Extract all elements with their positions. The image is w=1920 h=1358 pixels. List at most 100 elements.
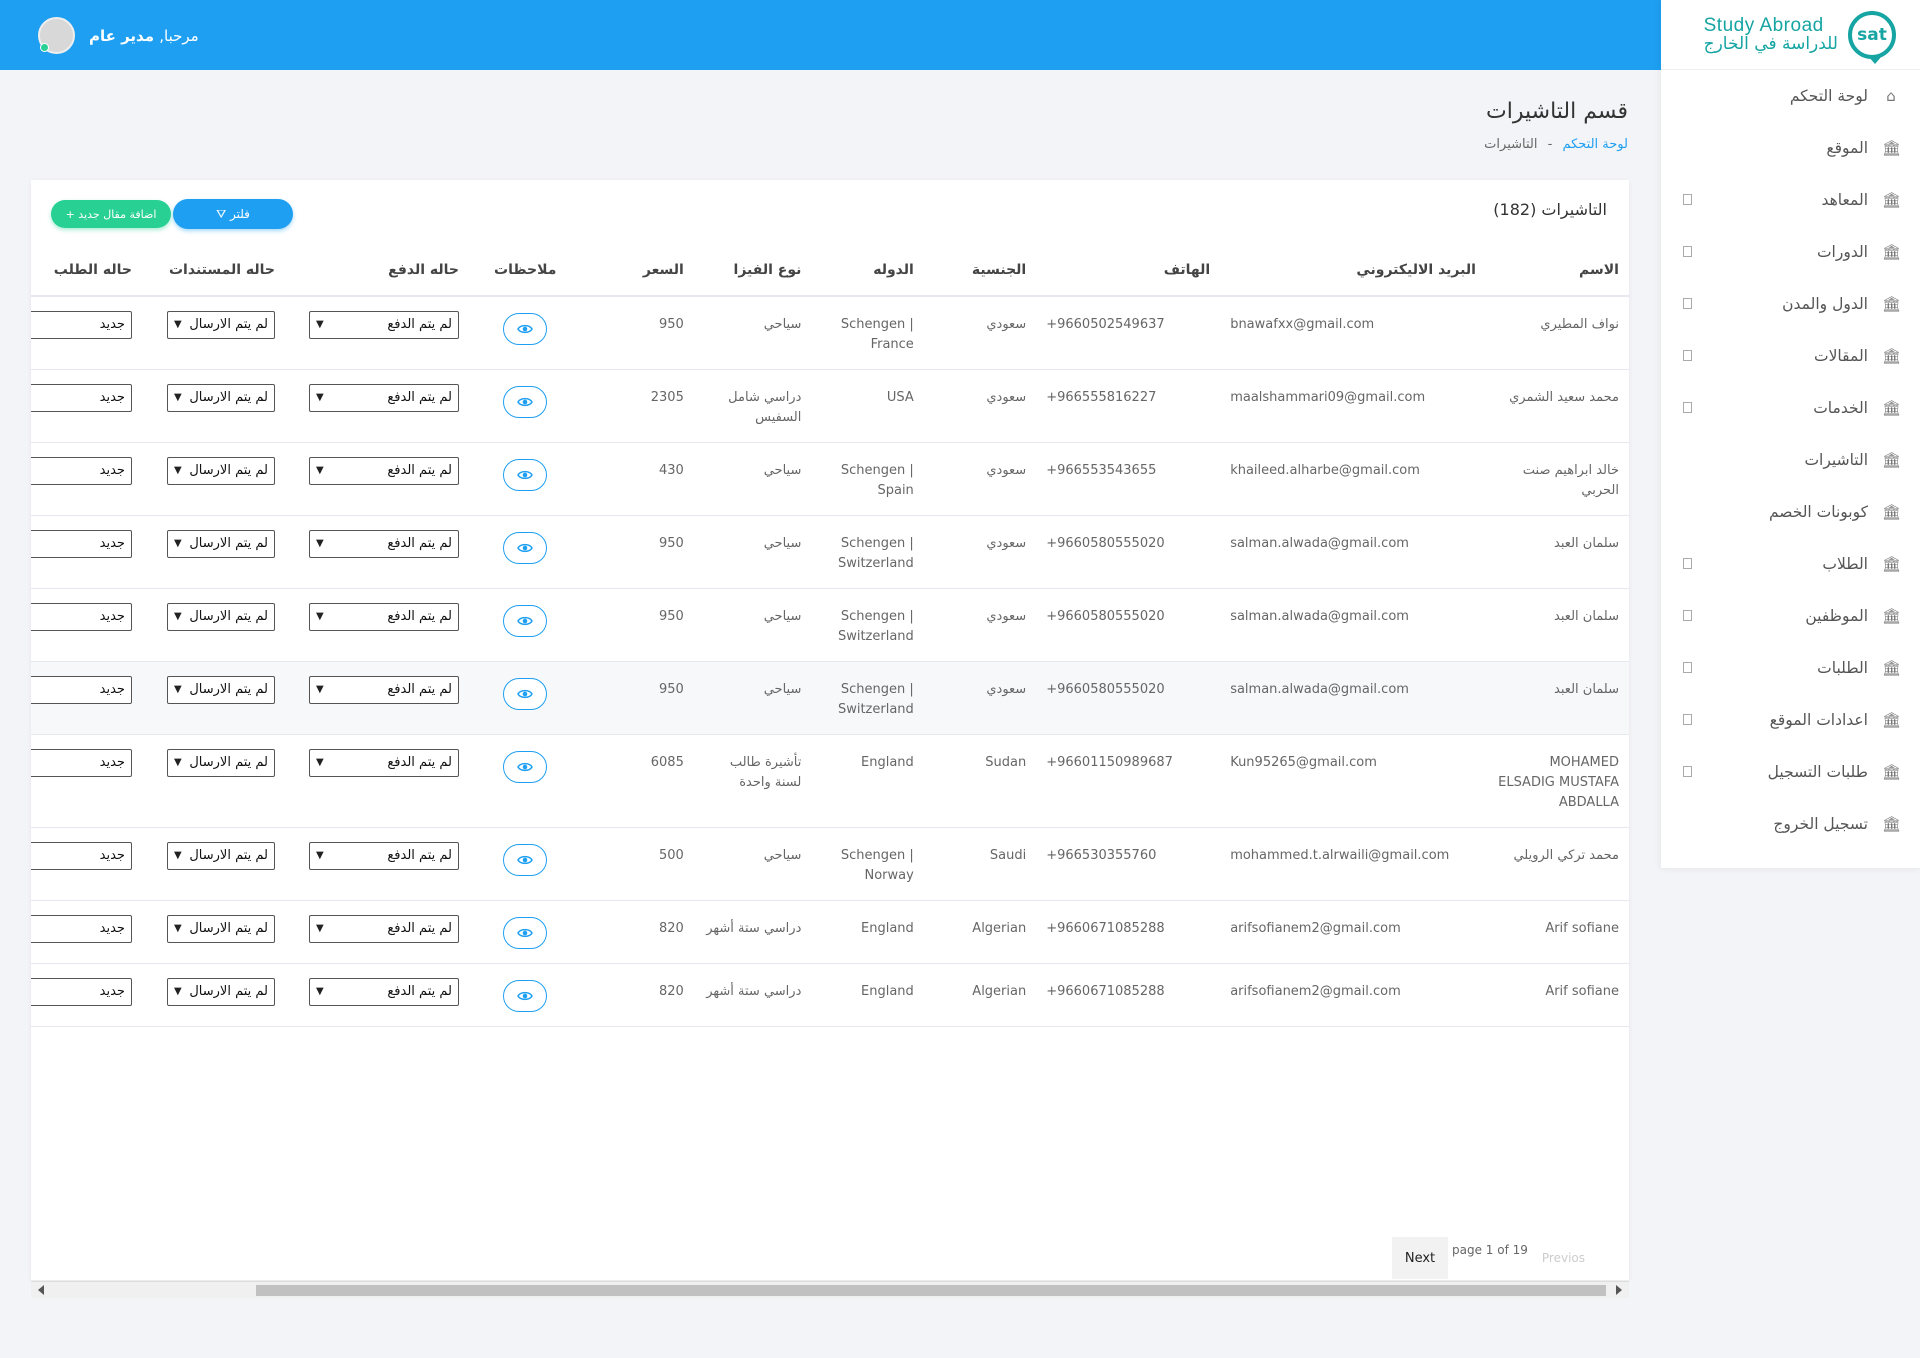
view-notes-button[interactable]: [503, 844, 548, 876]
payment-status-select[interactable]: لم يتم الدفع ▼: [309, 749, 459, 777]
sidebar-item[interactable]: المعاهد 🏛: [1661, 174, 1920, 226]
sidebar-item[interactable]: الطلبات 🏛: [1661, 642, 1920, 694]
expand-caret-icon[interactable]: [1683, 610, 1692, 621]
cell-phone: +9660580555020: [1036, 661, 1221, 735]
sidebar-item[interactable]: الموظفين 🏛: [1661, 590, 1920, 642]
filter-button-label: فلتر: [229, 206, 250, 221]
expand-caret-icon[interactable]: [1683, 298, 1692, 309]
documents-status-select[interactable]: لم يتم الارسال ▼: [167, 749, 276, 777]
add-new-button[interactable]: + اضافة مقال جديد: [51, 200, 171, 228]
sidebar-item-label: المقالات: [1814, 347, 1868, 365]
chevron-down-icon: ▼: [316, 986, 324, 997]
expand-caret-icon[interactable]: [1683, 714, 1692, 725]
payment-status-select[interactable]: لم يتم الدفع ▼: [309, 311, 459, 339]
cell-visa-type: سياحي: [693, 296, 812, 370]
request-status-select[interactable]: جديد: [31, 311, 132, 339]
cell-payment-status: لم يتم الدفع ▼: [285, 296, 469, 370]
view-notes-button[interactable]: [503, 459, 548, 491]
cell-email: khaileed.alharbe@gmail.com: [1220, 442, 1486, 516]
sidebar-item[interactable]: الطلاب 🏛: [1661, 538, 1920, 590]
sidebar-item[interactable]: لوحة التحكم ⌂: [1661, 70, 1920, 122]
cell-documents-status: لم يتم الارسال ▼: [141, 442, 286, 516]
column-header: الجنسية: [923, 244, 1037, 297]
scrollbar-thumb[interactable]: [256, 1285, 1606, 1296]
view-notes-button[interactable]: [503, 980, 548, 1012]
documents-status-select[interactable]: لم يتم الارسال ▼: [167, 457, 276, 485]
expand-caret-icon[interactable]: [1683, 246, 1692, 257]
expand-caret-icon[interactable]: [1683, 402, 1692, 413]
documents-status-select[interactable]: لم يتم الارسال ▼: [167, 311, 276, 339]
cell-visa-type: دراسي ستة أشهر: [693, 963, 812, 1027]
sidebar-item[interactable]: كوبونات الخصم 🏛: [1661, 486, 1920, 538]
documents-status-select[interactable]: لم يتم الارسال ▼: [167, 603, 276, 631]
breadcrumb-home-link[interactable]: لوحة التحكم: [1562, 137, 1628, 152]
scroll-left-arrow-icon[interactable]: [38, 1285, 44, 1295]
view-notes-button[interactable]: [503, 386, 548, 418]
top-navbar: مرحبا, مدير عام: [0, 0, 1661, 70]
documents-status-value: لم يتم الارسال: [189, 536, 269, 551]
payment-status-select[interactable]: لم يتم الدفع ▼: [309, 978, 459, 1006]
cell-price: 2305: [581, 369, 694, 443]
request-status-select[interactable]: جديد: [31, 915, 132, 943]
view-notes-button[interactable]: [503, 751, 548, 783]
view-notes-button[interactable]: [503, 605, 548, 637]
cell-country: Schengen | Spain: [811, 442, 924, 516]
next-page-button[interactable]: Next: [1392, 1237, 1448, 1279]
request-status-select[interactable]: جديد: [31, 603, 132, 631]
sidebar-item[interactable]: الدول والمدن 🏛: [1661, 278, 1920, 330]
sidebar-item[interactable]: الموقع 🏛: [1661, 122, 1920, 174]
sidebar-item[interactable]: تسجيل الخروج 🏛: [1661, 798, 1920, 850]
view-notes-button[interactable]: [503, 917, 548, 949]
logo[interactable]: Study Abroad للدراسة في الخارج sat: [1661, 0, 1920, 70]
sidebar-item[interactable]: طلبات التسجيل 🏛: [1661, 746, 1920, 798]
sidebar-item[interactable]: الدورات 🏛: [1661, 226, 1920, 278]
payment-status-select[interactable]: لم يتم الدفع ▼: [309, 603, 459, 631]
request-status-select[interactable]: جديد: [31, 978, 132, 1006]
payment-status-select[interactable]: لم يتم الدفع ▼: [309, 530, 459, 558]
cell-phone: +9660502549637: [1036, 296, 1221, 370]
sidebar-item[interactable]: الخدمات 🏛: [1661, 382, 1920, 434]
request-status-select[interactable]: جديد: [31, 457, 132, 485]
payment-status-select[interactable]: لم يتم الدفع ▼: [309, 384, 459, 412]
cell-payment-status: لم يتم الدفع ▼: [285, 588, 469, 662]
payment-status-select[interactable]: لم يتم الدفع ▼: [309, 915, 459, 943]
documents-status-select[interactable]: لم يتم الارسال ▼: [167, 978, 276, 1006]
filter-button[interactable]: ⛛ فلتر: [173, 199, 293, 229]
view-notes-button[interactable]: [503, 313, 548, 345]
documents-status-select[interactable]: لم يتم الارسال ▼: [167, 384, 276, 412]
cell-nationality: سعودي: [923, 296, 1037, 370]
expand-caret-icon[interactable]: [1683, 558, 1692, 569]
sidebar-item-label: الطلاب: [1822, 555, 1868, 573]
payment-status-select[interactable]: لم يتم الدفع ▼: [309, 842, 459, 870]
view-notes-button[interactable]: [503, 532, 548, 564]
documents-status-select[interactable]: لم يتم الارسال ▼: [167, 530, 276, 558]
scroll-right-arrow-icon[interactable]: [1616, 1285, 1622, 1295]
cell-nationality: Algerian: [923, 900, 1037, 964]
sidebar-item[interactable]: المقالات 🏛: [1661, 330, 1920, 382]
previous-page-button[interactable]: Previos: [1541, 1251, 1585, 1265]
bank-icon: 🏛: [1882, 399, 1902, 417]
view-notes-button[interactable]: [503, 678, 548, 710]
request-status-select[interactable]: جديد: [31, 842, 132, 870]
request-status-select[interactable]: جديد: [31, 749, 132, 777]
user-menu[interactable]: مرحبا, مدير عام: [38, 17, 199, 54]
horizontal-scrollbar[interactable]: [31, 1281, 1629, 1298]
documents-status-select[interactable]: لم يتم الارسال ▼: [167, 676, 276, 704]
sidebar-item-label: اعدادات الموقع: [1769, 711, 1868, 729]
sidebar-item-label: التاشيرات: [1804, 451, 1868, 469]
request-status-select[interactable]: جديد: [31, 384, 132, 412]
expand-caret-icon[interactable]: [1683, 194, 1692, 205]
request-status-select[interactable]: جديد: [31, 676, 132, 704]
expand-caret-icon[interactable]: [1683, 766, 1692, 777]
avatar[interactable]: [38, 17, 75, 54]
documents-status-select[interactable]: لم يتم الارسال ▼: [167, 842, 276, 870]
sidebar-item[interactable]: التاشيرات 🏛: [1661, 434, 1920, 486]
table-body: نواف المطيري bnawafxx@gmail.com +966050254…: [31, 296, 1629, 1027]
payment-status-select[interactable]: لم يتم الدفع ▼: [309, 676, 459, 704]
sidebar-item[interactable]: اعدادات الموقع 🏛: [1661, 694, 1920, 746]
expand-caret-icon[interactable]: [1683, 350, 1692, 361]
request-status-select[interactable]: جديد: [31, 530, 132, 558]
expand-caret-icon[interactable]: [1683, 662, 1692, 673]
documents-status-select[interactable]: لم يتم الارسال ▼: [167, 915, 276, 943]
payment-status-select[interactable]: لم يتم الدفع ▼: [309, 457, 459, 485]
